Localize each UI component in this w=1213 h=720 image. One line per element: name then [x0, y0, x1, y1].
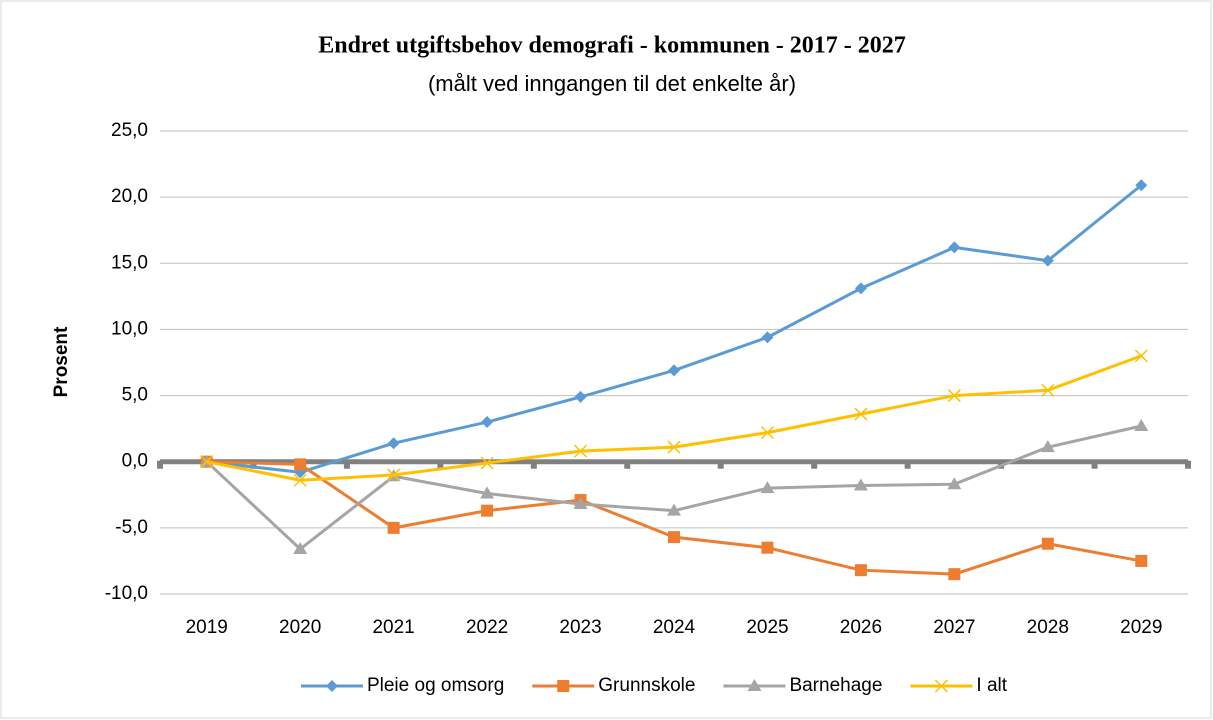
x-tick-label: 2027	[933, 617, 975, 638]
point-marker	[1134, 418, 1149, 431]
x-tick-label: 2021	[372, 617, 414, 638]
point-marker	[854, 407, 868, 421]
point-marker	[761, 331, 774, 344]
point-marker	[854, 564, 867, 577]
y-tick-label: 25,0	[111, 120, 148, 141]
y-tick-label: -10,0	[105, 583, 148, 604]
point-marker	[760, 426, 774, 440]
point-marker	[1135, 179, 1148, 192]
x-tick-mark	[343, 460, 350, 469]
y-tick-label: 15,0	[111, 252, 148, 273]
y-tick-label: 5,0	[122, 385, 148, 406]
x-tick-label: 2026	[840, 617, 882, 638]
x-tick-mark	[250, 460, 257, 469]
chart-subtitle: (målt ved inngangen til det enkelte år)	[428, 71, 796, 96]
x-tick-label: 2028	[1027, 617, 1069, 638]
point-marker	[1041, 254, 1054, 267]
point-marker	[947, 477, 962, 490]
x-tick-mark	[530, 460, 537, 469]
x-tick-mark	[1091, 460, 1098, 469]
x-tick-label: 2020	[279, 617, 321, 638]
x-tick-mark	[437, 460, 444, 469]
point-marker	[760, 481, 775, 494]
x-tick-label: 2024	[653, 617, 696, 638]
point-marker	[574, 390, 587, 403]
point-marker	[853, 478, 868, 491]
x-tick-label: 2025	[746, 617, 788, 638]
x-tick-mark	[1185, 460, 1191, 469]
point-marker	[387, 437, 400, 450]
point-marker	[948, 241, 961, 254]
point-marker	[481, 416, 494, 429]
point-marker	[1134, 349, 1148, 363]
legend-marker	[557, 680, 570, 692]
y-tick-label: 10,0	[111, 318, 148, 339]
x-tick-mark	[904, 460, 911, 469]
x-tick-label: 2023	[559, 617, 601, 638]
x-tick-mark	[157, 460, 163, 469]
x-tick-label: 2019	[186, 617, 228, 638]
point-marker	[294, 458, 307, 471]
legend-label: Barnehage	[789, 675, 882, 696]
legend-label: Grunnskole	[598, 675, 695, 696]
legend-marker	[325, 680, 338, 692]
point-marker	[574, 444, 588, 458]
point-marker	[1040, 440, 1055, 453]
point-marker	[668, 364, 680, 377]
point-marker	[293, 542, 308, 555]
y-axis-label: Prosent	[51, 326, 72, 397]
legend-marker	[934, 679, 948, 693]
point-marker	[480, 486, 495, 499]
x-tick-mark	[624, 460, 631, 469]
y-tick-label: -5,0	[115, 517, 148, 538]
legend-marker	[747, 679, 762, 691]
legend: Pleie og omsorg Grunnskole Barnehage I alt	[300, 675, 1008, 696]
legend-label: I alt	[976, 675, 1007, 696]
point-marker	[387, 521, 400, 534]
point-marker	[480, 456, 494, 470]
point-marker	[947, 389, 961, 403]
x-tick-label: 2022	[466, 617, 508, 638]
point-marker	[1041, 383, 1055, 397]
point-marker	[948, 568, 961, 581]
y-tick-label: 0,0	[122, 451, 148, 472]
point-marker	[200, 455, 214, 469]
point-marker	[761, 541, 774, 554]
point-marker	[1041, 537, 1054, 550]
point-marker	[667, 440, 681, 454]
point-marker	[668, 531, 680, 544]
point-marker	[293, 473, 307, 487]
x-tick-mark	[811, 460, 818, 469]
point-marker	[1135, 554, 1148, 567]
point-marker	[667, 503, 681, 516]
legend-label: Pleie og omsorg	[367, 675, 504, 696]
point-marker	[481, 504, 494, 517]
chart-title: Endret utgiftsbehov demografi - kommunen…	[318, 33, 906, 59]
point-marker	[573, 497, 588, 510]
y-tick-label: 20,0	[111, 186, 148, 207]
x-tick-label: 2029	[1120, 617, 1162, 638]
point-marker	[854, 282, 867, 295]
x-tick-mark	[717, 460, 724, 469]
point-marker	[387, 468, 401, 482]
